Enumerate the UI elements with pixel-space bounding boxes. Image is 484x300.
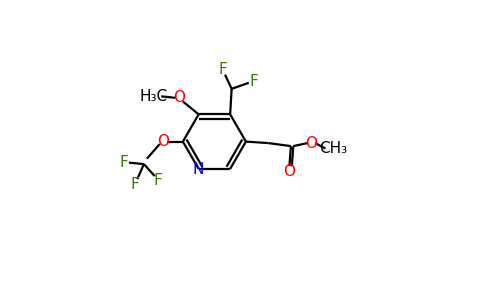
- Text: N: N: [192, 162, 204, 177]
- Text: F: F: [131, 177, 139, 192]
- Text: O: O: [305, 136, 318, 151]
- Text: O: O: [173, 90, 185, 105]
- Text: F: F: [218, 62, 227, 77]
- Text: O: O: [284, 164, 295, 179]
- Text: O: O: [157, 134, 169, 149]
- Text: F: F: [250, 74, 258, 89]
- Text: F: F: [154, 173, 163, 188]
- Text: F: F: [119, 155, 128, 170]
- Text: H₃C: H₃C: [139, 89, 168, 104]
- Text: CH₃: CH₃: [319, 141, 347, 156]
